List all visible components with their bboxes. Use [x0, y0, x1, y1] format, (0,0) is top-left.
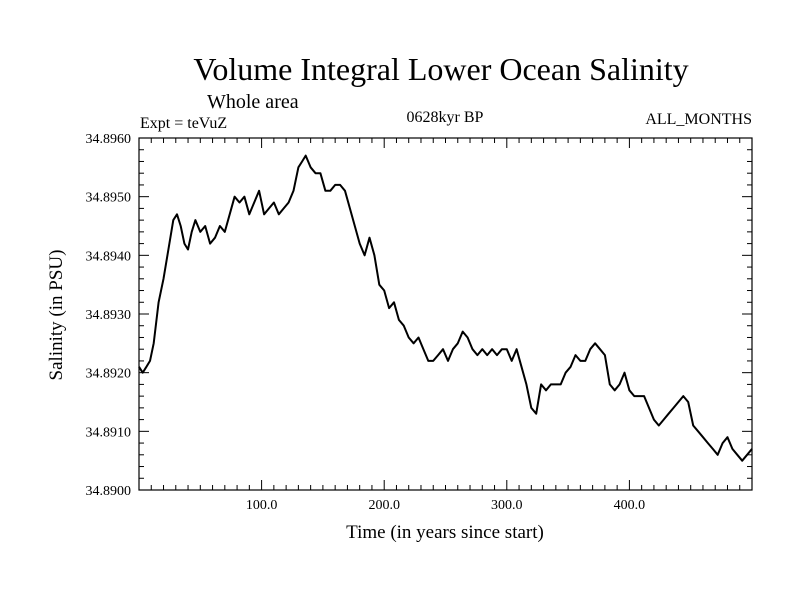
- plot-frame: [138, 137, 753, 491]
- y-tick-label: 34.8930: [86, 308, 132, 323]
- experiment-label: Expt = teVuZ: [140, 115, 227, 132]
- x-tick-label: 200.0: [368, 498, 400, 513]
- axis-tick-labels: 100.0 200.0 300.0 400.0 34.8900 34.8910 34.892…: [86, 132, 646, 513]
- months-label: ALL_MONTHS: [645, 111, 752, 128]
- chart-subtitle: Whole area: [207, 91, 299, 113]
- y-tick-label: 34.8900: [86, 484, 132, 499]
- y-tick-label: 34.8950: [86, 191, 132, 206]
- y-tick-label: 34.8960: [86, 132, 132, 147]
- chart-title: Volume Integral Lower Ocean Salinity: [193, 51, 688, 87]
- x-axis-label: Time (in years since start): [346, 522, 544, 543]
- y-tick-label: 34.8940: [86, 249, 132, 264]
- y-tick-label: 34.8910: [86, 425, 132, 440]
- y-axis-label: Salinity (in PSU): [46, 250, 67, 381]
- x-tick-label: 400.0: [614, 498, 646, 513]
- y-tick-label: 34.8920: [86, 367, 132, 382]
- salinity-series-line: [138, 154, 753, 462]
- x-tick-label: 300.0: [491, 498, 523, 513]
- x-tick-label: 100.0: [246, 498, 278, 513]
- axis-ticks: [139, 138, 752, 490]
- period-label: 0628kyr BP: [407, 109, 484, 126]
